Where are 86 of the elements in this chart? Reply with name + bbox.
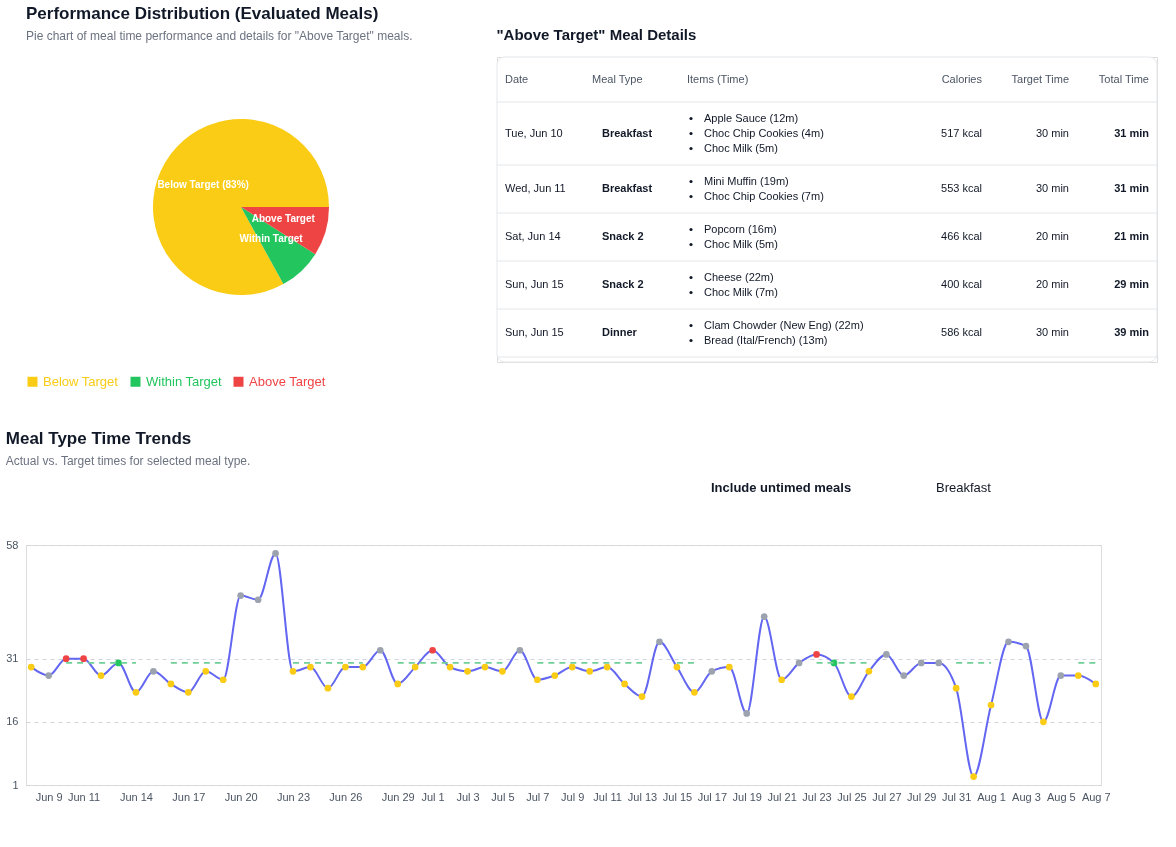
x-tick-label: Aug 3 xyxy=(1012,790,1041,803)
text: 586 kcal xyxy=(941,326,982,338)
x-tick-label: Jun 9 xyxy=(35,790,63,803)
text: 30 min xyxy=(1035,326,1069,338)
text: Tue, Jun 10 xyxy=(505,126,563,139)
text: Sat, Jun 14 xyxy=(505,230,561,242)
text: Choc Milk (5m) xyxy=(704,237,778,250)
x-tick-label: Jul 1 xyxy=(421,790,445,803)
x-tick-label: Jun 14 xyxy=(119,790,153,803)
category-label: Total Time xyxy=(1098,72,1149,85)
x-tick-label: Jul 31 xyxy=(941,790,972,803)
text: 29 min xyxy=(1114,278,1149,290)
text: 466 kcal xyxy=(941,230,982,242)
chart-title: Meal Type Time Trends xyxy=(5,429,192,448)
text: Clam Chowder (New Eng) (22m) xyxy=(704,318,864,331)
x-tick-label: Aug 5 xyxy=(1046,790,1076,803)
x-tick-label: Jul 25 xyxy=(837,790,867,803)
y-tick-label: 31 xyxy=(6,652,19,665)
text: 31 min xyxy=(1114,182,1149,194)
x-tick-label: Aug 1 xyxy=(977,790,1006,803)
text: 400 kcal xyxy=(941,278,982,290)
text: Popcorn (16m) xyxy=(704,222,777,235)
text: Wed, Jun 11 xyxy=(505,182,566,194)
text: Breakfast xyxy=(936,480,992,495)
text: "Above Target" Meal Details xyxy=(496,25,697,43)
text: Breakfast xyxy=(602,126,653,139)
x-tick-label: Jul 15 xyxy=(662,790,693,803)
category-label: Items (Time) xyxy=(687,72,749,85)
text: Breakfast xyxy=(602,182,653,194)
x-tick-label: Jul 27 xyxy=(872,790,902,803)
text: Choc Chip Cookies (7m) xyxy=(704,189,824,202)
x-tick-label: Jul 29 xyxy=(907,790,937,803)
text: 20 min xyxy=(1035,278,1069,290)
text: Sun, Jun 15 xyxy=(505,326,564,338)
x-tick-label: Aug 7 xyxy=(1081,790,1111,803)
chart-title: Performance Distribution (Evaluated Meals) xyxy=(26,4,379,23)
y-tick-label: 1 xyxy=(12,778,19,791)
text: 31 min xyxy=(1114,126,1149,139)
text: Mini Muffin (19m) xyxy=(704,174,789,187)
text: Apple Sauce (12m) xyxy=(704,111,799,124)
legend-label: Within Target xyxy=(146,373,223,389)
category-label: Calories xyxy=(941,72,983,85)
x-tick-label: Jun 17 xyxy=(172,790,206,803)
text: Include untimed meals xyxy=(711,480,852,495)
x-tick-label: Jul 3 xyxy=(456,790,480,803)
text: 553 kcal xyxy=(941,182,982,194)
chart-subtitle: Pie chart of meal time performance and details for "Above Target" meals. xyxy=(26,29,413,43)
category-label: Target Time xyxy=(1011,72,1069,85)
legend-label: Below Target xyxy=(43,373,119,389)
text: 39 min xyxy=(1114,326,1149,338)
data-label: Below Target (83%) xyxy=(157,178,249,190)
x-tick-label: Jul 9 xyxy=(561,790,585,803)
text: Choc Chip Cookies (4m) xyxy=(704,126,824,139)
text: Bread (Ital/French) (13m) xyxy=(704,333,828,346)
text: 20 min xyxy=(1035,230,1069,242)
y-tick-label: 16 xyxy=(6,715,19,728)
text: Dinner xyxy=(602,326,637,338)
x-tick-label: Jul 17 xyxy=(697,790,728,803)
y-tick-label: 58 xyxy=(6,538,19,551)
text: 30 min xyxy=(1035,182,1069,194)
x-tick-label: Jul 11 xyxy=(593,790,622,803)
text: Choc Milk (5m) xyxy=(704,141,778,154)
text: 30 min xyxy=(1035,126,1069,139)
x-tick-label: Jun 29 xyxy=(381,790,415,803)
x-tick-label: Jun 23 xyxy=(276,790,311,803)
text: Snack 2 xyxy=(602,278,644,290)
text: Sun, Jun 15 xyxy=(505,278,564,290)
text: 517 kcal xyxy=(941,126,982,139)
pie-slice xyxy=(153,119,329,295)
category-label: Date xyxy=(505,72,529,85)
category-label: Meal Type xyxy=(592,72,643,85)
x-tick-label: Jul 5 xyxy=(491,790,515,803)
text: Snack 2 xyxy=(602,230,644,242)
x-tick-label: Jul 23 xyxy=(802,790,832,803)
legend-label: Above Target xyxy=(249,373,326,389)
text: 21 min xyxy=(1114,230,1149,242)
x-tick-label: Jul 7 xyxy=(526,790,550,803)
x-tick-label: Jun 26 xyxy=(329,790,363,803)
text: Cheese (22m) xyxy=(704,270,774,283)
chart-subtitle: Actual vs. Target times for selected meal type. xyxy=(5,454,251,468)
text: Choc Milk (7m) xyxy=(704,285,778,298)
x-tick-label: Jun 20 xyxy=(224,790,258,803)
x-tick-label: Jul 19 xyxy=(732,790,762,803)
x-tick-label: Jul 21 xyxy=(767,790,797,803)
x-tick-label: Jun 11 xyxy=(67,790,101,803)
x-tick-label: Jul 13 xyxy=(627,790,658,803)
